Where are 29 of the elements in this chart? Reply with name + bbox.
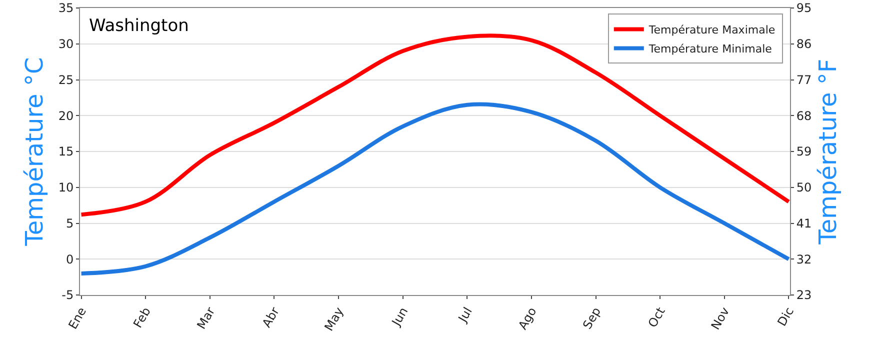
y2-tick-label: 50 bbox=[796, 180, 812, 195]
x-tick-label: Oct bbox=[645, 304, 668, 330]
y-tick-label: 5 bbox=[66, 216, 74, 230]
x-tick-label: Jul bbox=[455, 304, 475, 326]
x-tick-label: Feb bbox=[130, 304, 154, 330]
text: Washington bbox=[89, 16, 189, 36]
y2-tick-label: 23 bbox=[796, 288, 812, 302]
x-tick-label: Dic bbox=[774, 304, 797, 329]
y2-axis-title: Température °F bbox=[814, 58, 842, 246]
y2-tick-label: 77 bbox=[796, 72, 812, 87]
y-tick-label: 35 bbox=[58, 1, 74, 16]
y-tick-label: -5 bbox=[62, 288, 74, 302]
x-tick-label: Jun bbox=[388, 304, 411, 330]
y-tick-label: 10 bbox=[58, 180, 74, 195]
y2-tick-label: 68 bbox=[796, 108, 812, 123]
legend-label: Température Maximale bbox=[648, 24, 776, 37]
y2-tick-label: 32 bbox=[796, 252, 812, 266]
y-tick-label: 25 bbox=[58, 72, 74, 87]
y-tick-label: 0 bbox=[66, 252, 74, 266]
y2-tick-label: 86 bbox=[796, 37, 812, 52]
y-tick-label: 30 bbox=[58, 37, 74, 52]
y-axis-title: Température °C bbox=[20, 57, 48, 247]
y-tick-label: 20 bbox=[58, 108, 74, 123]
line-series bbox=[80, 102, 790, 276]
y2-tick-label: 95 bbox=[796, 1, 812, 16]
y2-tick-label: 41 bbox=[796, 216, 812, 230]
legend-label: Température Minimale bbox=[648, 42, 772, 56]
y2-tick-label: 59 bbox=[796, 144, 812, 159]
y-tick-label: 15 bbox=[58, 144, 74, 159]
